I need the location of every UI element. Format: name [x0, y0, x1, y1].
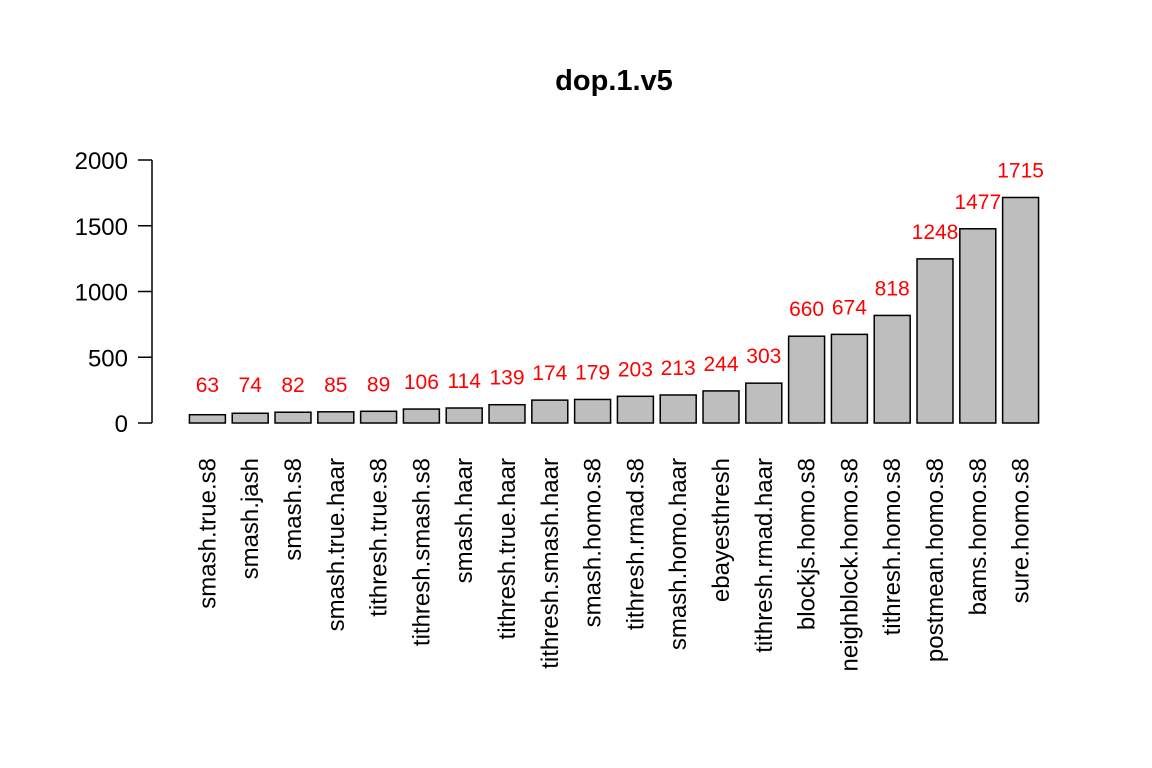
x-tick-label: smash.homo.s8 — [580, 458, 607, 627]
x-tick-label: smash.s8 — [280, 458, 307, 561]
bar-value-label: 818 — [875, 277, 910, 300]
bar-value-label: 85 — [324, 374, 347, 397]
bar-value-label: 139 — [489, 367, 524, 390]
x-tick-label: smash.true.s8 — [194, 458, 221, 609]
x-tick-label: neighblock.homo.s8 — [836, 458, 863, 671]
bar-value-label: 1477 — [954, 191, 1001, 214]
bar-value-label: 244 — [703, 353, 738, 376]
bar — [616, 395, 655, 424]
bar-value-label: 660 — [789, 298, 824, 321]
x-tick-label: smash.haar — [451, 458, 478, 583]
x-tick-label: ebayesthresh — [708, 458, 735, 602]
bar — [488, 403, 526, 424]
bar — [959, 228, 997, 424]
x-tick-label: tithresh.homo.s8 — [879, 458, 906, 635]
x-tick-label: tithresh.rmad.s8 — [622, 458, 649, 630]
x-tick-labels-group: smash.true.s8 smash.jash smash.s8 smash.tru… — [194, 458, 1034, 671]
x-tick-label: smash.jash — [237, 458, 264, 579]
bar-value-label: 674 — [832, 296, 867, 319]
bar-value-label: 179 — [575, 361, 610, 384]
y-tick-label: 1000 — [75, 280, 128, 307]
x-tick-label: postmean.homo.s8 — [922, 458, 949, 662]
y-tick-label: 2000 — [75, 148, 128, 175]
bar-value-label: 114 — [447, 370, 481, 393]
bar — [231, 412, 269, 424]
bar-value-label: 1248 — [912, 221, 959, 244]
bar — [317, 411, 355, 424]
bar-value-label: 203 — [618, 358, 653, 381]
x-tick-label: blockjs.homo.s8 — [794, 458, 821, 630]
bar — [359, 410, 398, 424]
x-tick-label: tithresh.smash.haar — [537, 458, 564, 669]
bar-value-label: 82 — [281, 374, 304, 397]
y-tick-label: 500 — [88, 345, 128, 372]
x-tick-label: bams.homo.s8 — [965, 458, 992, 615]
bar-value-label: 74 — [239, 374, 263, 397]
bar-value-label: 63 — [196, 374, 219, 397]
bar-value-label: 106 — [404, 371, 439, 394]
bar — [1001, 196, 1040, 424]
bar — [659, 394, 697, 424]
bar-value-label: 174 — [532, 362, 567, 385]
bar — [916, 258, 954, 424]
bar — [787, 335, 826, 424]
x-tick-label: tithresh.rmad.haar — [751, 458, 778, 653]
bar — [702, 390, 740, 424]
x-tick-label: tithresh.smash.s8 — [408, 458, 435, 646]
bar — [573, 398, 612, 424]
bars-group — [188, 196, 1040, 424]
y-tick-label: 1500 — [75, 214, 128, 241]
bar-value-label: 303 — [746, 345, 781, 368]
bar-value-label: 213 — [661, 357, 696, 380]
x-tick-label: sure.homo.s8 — [1008, 458, 1035, 603]
bar — [531, 399, 569, 424]
bar — [873, 314, 911, 424]
bar — [274, 411, 312, 424]
y-axis: 0 500 1000 1500 2000 — [75, 148, 153, 438]
bar-value-label: 89 — [367, 373, 390, 396]
x-tick-label: tithresh.true.s8 — [366, 458, 393, 617]
y-tick-label: 0 — [115, 411, 128, 438]
x-tick-label: smash.true.haar — [323, 458, 350, 631]
x-tick-label: tithresh.true.haar — [494, 458, 521, 639]
x-tick-label: smash.homo.haar — [665, 458, 692, 650]
data-labels-group: 63 74 82 85 89 106 114 139 174 179 203 213 244 303 660… — [196, 159, 1044, 397]
bar — [402, 408, 441, 424]
bar — [745, 382, 783, 424]
bar — [188, 413, 227, 424]
chart-title: dop.1.v5 — [555, 65, 673, 97]
bar-value-label: 1715 — [997, 159, 1044, 182]
bar — [445, 407, 483, 424]
bar — [830, 333, 869, 424]
